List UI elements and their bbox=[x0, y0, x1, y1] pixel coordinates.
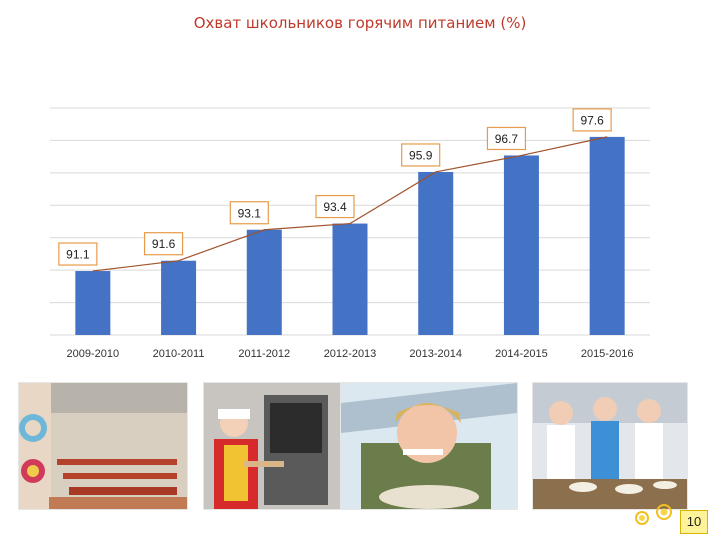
bar-2014-2015 bbox=[503, 155, 539, 335]
photo-strip bbox=[18, 382, 688, 510]
page-number: 10 bbox=[680, 510, 708, 534]
bar-2010-2011 bbox=[161, 260, 197, 335]
bar-2012-2013 bbox=[332, 223, 368, 335]
kitchen-oven-photo bbox=[203, 382, 345, 510]
value-label-box bbox=[143, 232, 184, 256]
value-label: 93.1 bbox=[238, 206, 262, 220]
value-label: 91.6 bbox=[152, 237, 176, 251]
bar-2009-2010 bbox=[75, 271, 111, 335]
x-tick-label: 2014-2015 bbox=[495, 348, 548, 360]
value-label: 97.6 bbox=[580, 113, 604, 127]
value-label: 95.9 bbox=[409, 148, 433, 162]
x-tick-label: 2011-2012 bbox=[238, 348, 290, 360]
bar-2011-2012 bbox=[246, 229, 282, 335]
bar-2015-2016 bbox=[589, 136, 625, 335]
x-tick-label: 2013-2014 bbox=[409, 348, 462, 360]
bar-2013-2014 bbox=[418, 171, 454, 335]
value-label-box bbox=[486, 126, 527, 151]
sun-decoration-icon bbox=[635, 504, 672, 525]
x-tick-label: 2010-2011 bbox=[153, 348, 205, 360]
chart-title: Охват школьников горячим питанием (%) bbox=[193, 14, 527, 32]
bar-chart: 2009-2010 2010-2011 2011-2012 2012-2013 2013… bbox=[50, 107, 650, 360]
trend-line bbox=[92, 136, 608, 272]
value-label-box bbox=[229, 201, 269, 225]
girl-eating-photo bbox=[340, 382, 518, 510]
value-label-box bbox=[401, 143, 441, 167]
value-label: 91.1 bbox=[66, 248, 90, 262]
value-label-box bbox=[58, 242, 98, 266]
value-label: 93.4 bbox=[323, 200, 347, 214]
value-label-box bbox=[572, 108, 612, 132]
value-label: 96.7 bbox=[495, 132, 519, 146]
x-tick-label: 2009-2010 bbox=[67, 348, 120, 360]
value-label-box bbox=[315, 194, 355, 219]
canteen-staff-photo bbox=[532, 382, 688, 510]
x-tick-label: 2012-2013 bbox=[324, 348, 377, 360]
cafeteria-photo bbox=[18, 382, 188, 510]
x-tick-label: 2015-2016 bbox=[581, 348, 634, 360]
